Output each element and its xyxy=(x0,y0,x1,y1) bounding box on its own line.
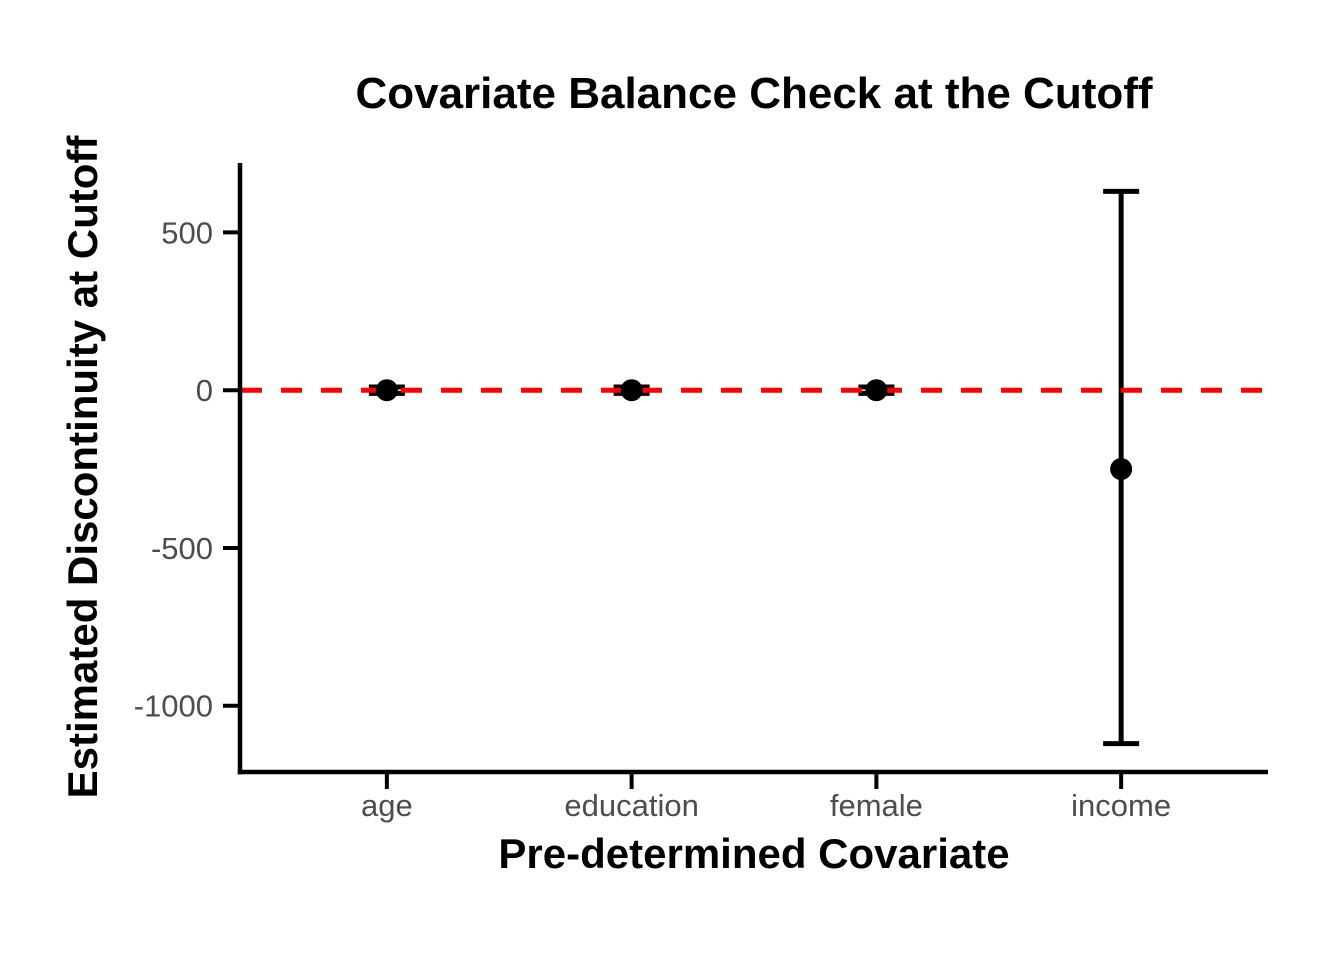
estimate-point xyxy=(620,379,643,402)
y-axis-title: Estimated Discontinuity at Cutoff xyxy=(59,135,106,799)
x-axis-ticks: age education female income xyxy=(361,772,1171,823)
estimate-point xyxy=(375,379,398,402)
x-tick-label: age xyxy=(361,788,413,823)
plot-panel: 500 0 -500 -1000 age education female income xyxy=(134,163,1268,823)
x-tick-label: income xyxy=(1071,788,1171,823)
x-tick-label: education xyxy=(564,788,698,823)
estimate-point xyxy=(865,379,888,402)
y-tick-label: -500 xyxy=(151,531,213,566)
x-axis-title: Pre-determined Covariate xyxy=(498,830,1009,877)
y-axis-ticks: 500 0 -500 -1000 xyxy=(134,215,240,724)
error-bars xyxy=(368,188,1140,747)
chart-title: Covariate Balance Check at the Cutoff xyxy=(355,69,1152,118)
y-tick-label: 500 xyxy=(161,215,213,250)
data-points xyxy=(375,379,1133,481)
estimate-point xyxy=(1110,458,1133,481)
y-tick-label: 0 xyxy=(196,373,213,408)
x-tick-label: female xyxy=(830,788,923,823)
y-tick-label: -1000 xyxy=(134,689,213,724)
